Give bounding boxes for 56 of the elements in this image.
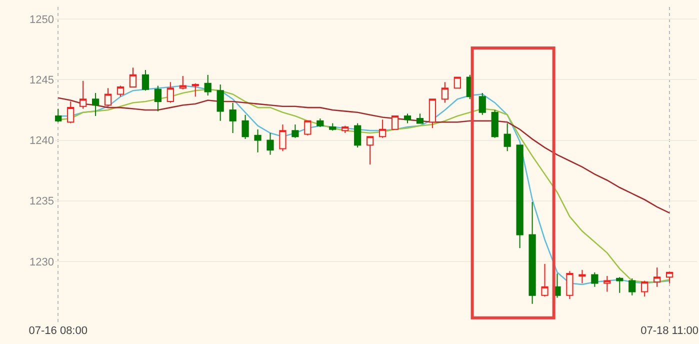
candlestick: [304, 120, 312, 136]
candlestick: [279, 124, 286, 152]
candlestick: [391, 116, 399, 130]
candlestick: [366, 136, 374, 165]
candlestick: [591, 272, 598, 288]
candlestick: [441, 82, 448, 104]
candlestick: [516, 144, 524, 249]
candlestick: [329, 122, 336, 132]
candlestick: [254, 128, 262, 153]
candlestick: [578, 269, 586, 284]
candlestick: [454, 76, 461, 89]
candlestick: [641, 280, 648, 298]
line-series: [57, 97, 670, 214]
y-tick-label: 1230: [30, 256, 54, 268]
y-tick-label: 1240: [30, 135, 54, 148]
candlestick: [67, 101, 74, 124]
y-tick-label: 1245: [30, 74, 54, 87]
candlestick: [416, 113, 424, 124]
candlestick: [616, 276, 624, 294]
candlestick: [342, 125, 349, 134]
candlestick: [428, 98, 436, 129]
candlestick: [55, 108, 62, 123]
candlestick: [266, 132, 274, 156]
candlestick: [354, 122, 362, 148]
candlestick: [378, 119, 386, 138]
candlestick: [116, 85, 124, 98]
candlestick: [316, 118, 324, 128]
y-tick-label: 1250: [30, 14, 54, 26]
candlestick: [192, 82, 199, 98]
candlestick: [166, 82, 174, 104]
candlestick: [654, 266, 661, 288]
candlestick: [92, 92, 100, 117]
candlestick: [229, 102, 236, 134]
candlestick: [216, 84, 224, 122]
candlestick: [566, 270, 574, 300]
candlestick: [104, 88, 112, 107]
x-tick-label: 07-18 11:00: [640, 325, 699, 337]
candlestick: [154, 85, 162, 112]
candlestick: [80, 80, 87, 110]
candlestick: [204, 74, 212, 96]
candlestick: [504, 122, 511, 152]
candlestick: [666, 272, 674, 284]
candlestick: [242, 114, 249, 140]
candlestick: [478, 92, 486, 116]
x-tick-label: 07-16 08:00: [28, 325, 88, 337]
candlestick: [179, 76, 186, 90]
candlestick: [491, 109, 498, 138]
candlestick: [604, 275, 611, 292]
candlestick: [404, 113, 412, 124]
candlestick: [628, 278, 636, 296]
candlestick: [142, 70, 150, 92]
candlestick: [129, 67, 137, 88]
y-tick-label: 1235: [30, 196, 54, 208]
candlestick: [292, 124, 299, 138]
candlestick: [528, 202, 536, 304]
candlestick: [541, 263, 548, 298]
